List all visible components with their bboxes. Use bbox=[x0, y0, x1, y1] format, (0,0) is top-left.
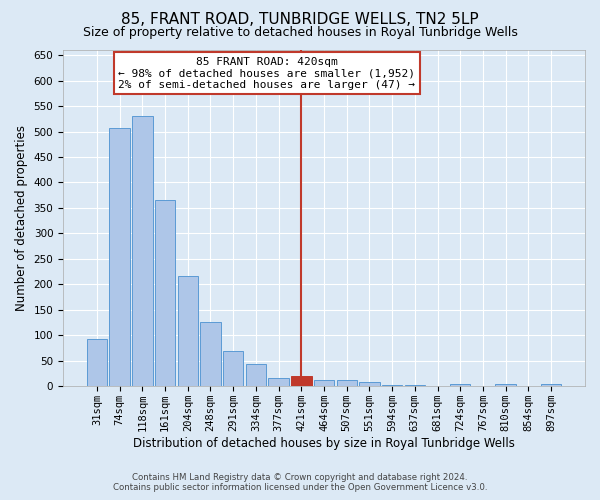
Bar bbox=[359, 382, 380, 386]
Bar bbox=[245, 364, 266, 386]
Bar bbox=[223, 350, 244, 386]
Bar bbox=[109, 128, 130, 386]
Bar bbox=[291, 376, 311, 386]
Bar bbox=[268, 378, 289, 386]
Bar bbox=[450, 384, 470, 386]
X-axis label: Distribution of detached houses by size in Royal Tunbridge Wells: Distribution of detached houses by size … bbox=[133, 437, 515, 450]
Bar bbox=[178, 276, 198, 386]
Text: 85, FRANT ROAD, TUNBRIDGE WELLS, TN2 5LP: 85, FRANT ROAD, TUNBRIDGE WELLS, TN2 5LP bbox=[121, 12, 479, 28]
Bar bbox=[87, 339, 107, 386]
Text: 85 FRANT ROAD: 420sqm
← 98% of detached houses are smaller (1,952)
2% of semi-de: 85 FRANT ROAD: 420sqm ← 98% of detached … bbox=[118, 56, 415, 90]
Text: Size of property relative to detached houses in Royal Tunbridge Wells: Size of property relative to detached ho… bbox=[83, 26, 517, 39]
Bar bbox=[200, 322, 221, 386]
Bar bbox=[337, 380, 357, 386]
Text: Contains HM Land Registry data © Crown copyright and database right 2024.
Contai: Contains HM Land Registry data © Crown c… bbox=[113, 473, 487, 492]
Bar bbox=[314, 380, 334, 386]
Y-axis label: Number of detached properties: Number of detached properties bbox=[15, 125, 28, 311]
Bar bbox=[496, 384, 516, 386]
Bar bbox=[132, 116, 152, 386]
Bar bbox=[541, 384, 561, 386]
Bar bbox=[155, 200, 175, 386]
